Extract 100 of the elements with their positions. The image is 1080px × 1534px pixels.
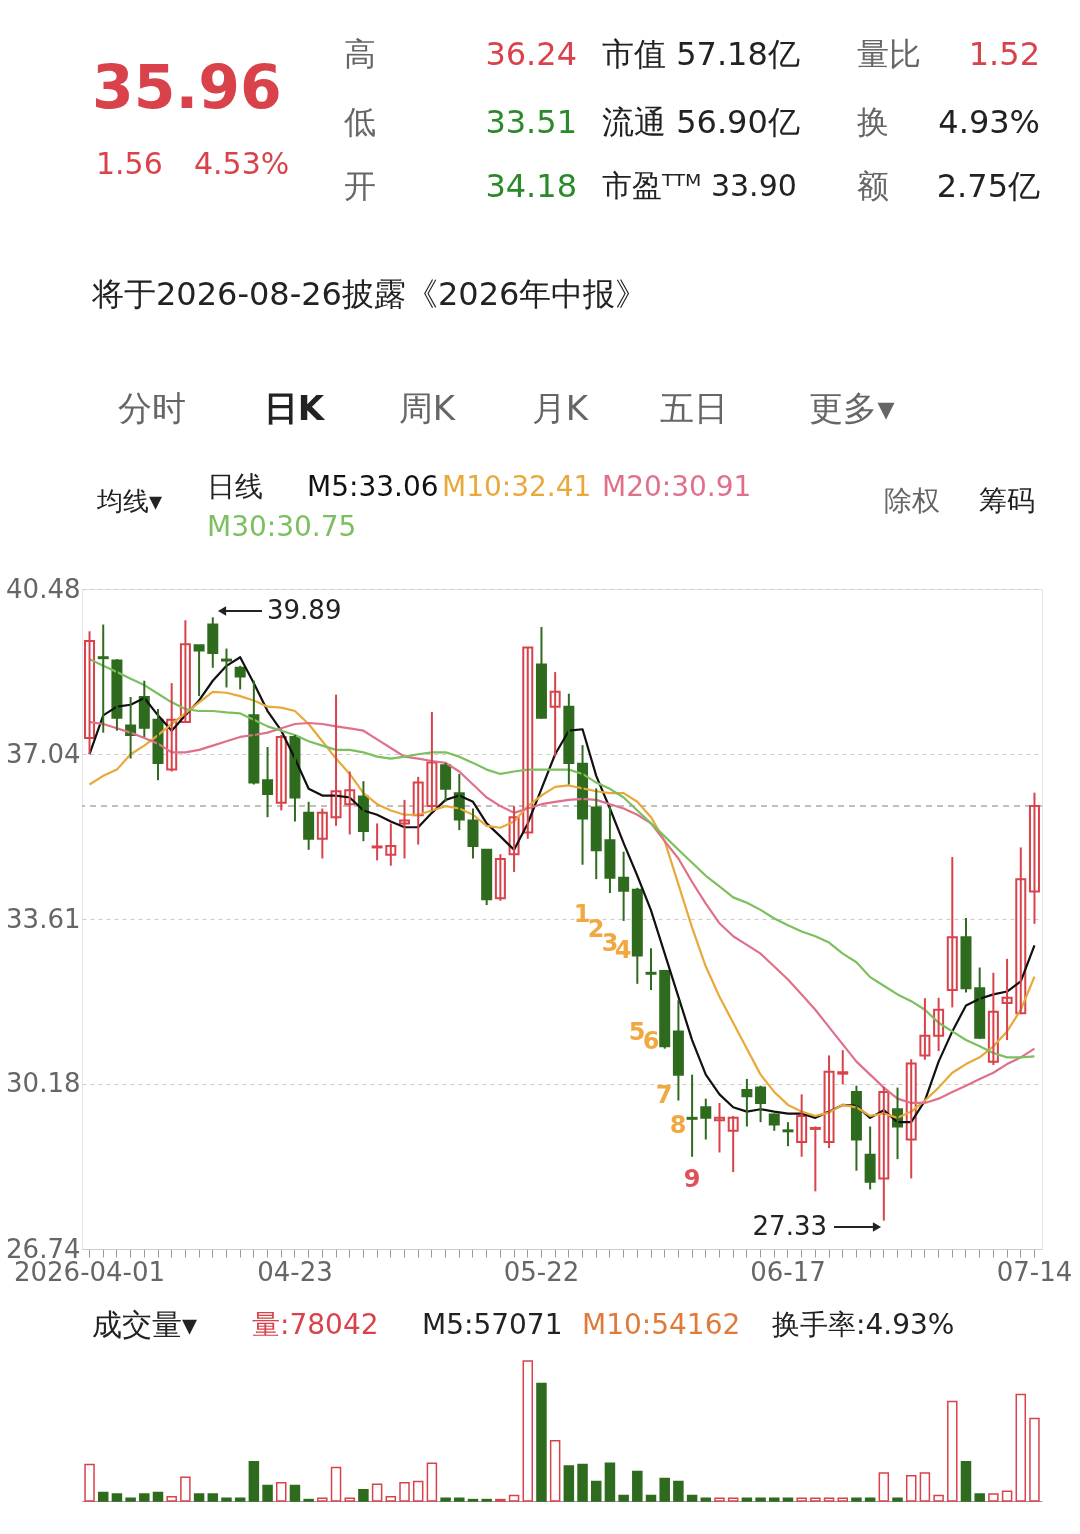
text: 市盈ᵀᵀᴹ 33.90 — [602, 168, 797, 203]
bar — [549, 1440, 561, 1502]
text: 4.93% — [938, 103, 1040, 141]
text: 35.96 — [92, 52, 282, 122]
bar — [344, 1497, 355, 1502]
bar — [714, 1497, 725, 1502]
bar — [97, 1491, 109, 1502]
bar — [960, 1461, 972, 1502]
bar — [988, 1493, 999, 1502]
bar — [851, 1497, 862, 1502]
text: 换手率:4.93% — [772, 1308, 955, 1341]
bar — [522, 1360, 534, 1502]
bar — [1029, 1417, 1040, 1502]
bar — [604, 1462, 616, 1502]
bar — [166, 1496, 177, 1502]
annotation: 39.89 — [267, 595, 342, 625]
bar — [508, 1494, 520, 1502]
chart-title: 日线 — [207, 470, 263, 503]
bar — [84, 1463, 95, 1502]
y-tick-label: 37.04 — [6, 738, 81, 769]
candlestick — [371, 822, 383, 862]
text: 1.52 — [968, 35, 1040, 73]
text: 月K — [531, 388, 590, 428]
bar — [440, 1497, 451, 1502]
bar — [796, 1497, 807, 1502]
text: 36.24 — [485, 35, 577, 73]
text: M20:30.91 — [602, 470, 752, 503]
bar — [289, 1484, 301, 1502]
bar — [810, 1497, 821, 1502]
text: M30:30.75 — [207, 510, 357, 543]
candlestick — [645, 947, 657, 992]
bar — [590, 1480, 602, 1502]
bar — [248, 1461, 260, 1502]
x-tick-label: 05-22 — [503, 1256, 580, 1287]
text: 开 — [344, 167, 376, 205]
bar — [864, 1497, 876, 1502]
bar — [645, 1494, 657, 1502]
bar — [837, 1497, 848, 1502]
bar — [262, 1484, 273, 1502]
bar — [700, 1497, 712, 1502]
x-tick-label: 06-17 — [750, 1256, 826, 1287]
bar — [892, 1497, 903, 1502]
bar — [741, 1497, 753, 1502]
text: 流通 56.90亿 — [602, 103, 800, 141]
candlestick — [686, 1073, 698, 1158]
text: 市值 57.18亿 — [602, 35, 800, 73]
bar — [412, 1480, 424, 1502]
bar — [947, 1400, 958, 1502]
text: 高 — [344, 35, 376, 73]
text: M5:57071 — [422, 1308, 563, 1341]
x-tick-label: 04-23 — [257, 1256, 333, 1287]
bar — [659, 1477, 670, 1502]
candlestick — [782, 1121, 794, 1148]
text: 低 — [344, 103, 376, 141]
bar — [933, 1494, 944, 1502]
text: 34.18 — [485, 167, 577, 205]
text: 2.75亿 — [936, 167, 1040, 205]
bar — [686, 1494, 698, 1502]
bar — [207, 1493, 219, 1502]
bar — [673, 1480, 684, 1502]
bar — [330, 1466, 342, 1502]
bar — [276, 1482, 287, 1502]
bar — [577, 1463, 588, 1502]
text: 1.56 — [96, 146, 163, 181]
bar — [454, 1497, 465, 1502]
candlestick — [837, 1049, 849, 1086]
bar — [919, 1472, 931, 1502]
bar — [399, 1482, 410, 1502]
text: 换 — [857, 103, 889, 141]
text: 额 — [857, 167, 889, 205]
annotation: 9 — [683, 1165, 701, 1193]
text: 4.53% — [194, 146, 290, 181]
text: 33.51 — [485, 103, 577, 141]
bar — [317, 1497, 328, 1502]
candlestick — [220, 647, 232, 689]
text: 将于2026-08-26披露《2026年中报》 — [91, 275, 648, 313]
candlestick — [809, 1125, 821, 1193]
bar — [152, 1491, 164, 1502]
x-tick-label: 07-14 — [996, 1256, 1073, 1287]
bar — [536, 1382, 547, 1502]
bar — [111, 1493, 123, 1502]
bar — [1015, 1393, 1027, 1502]
y-tick-label: 40.48 — [6, 573, 81, 604]
bar — [618, 1494, 629, 1502]
chart-title: 成交量▾ — [92, 1307, 198, 1342]
text: 日K — [263, 388, 326, 428]
bar — [823, 1497, 835, 1502]
text: 五日 — [660, 388, 728, 428]
bar — [358, 1489, 369, 1502]
bar — [426, 1462, 438, 1502]
bar — [782, 1497, 794, 1502]
text: 更多▾ — [809, 388, 895, 428]
annotation: 7 — [655, 1081, 673, 1109]
text: M5:33.06 — [307, 470, 439, 503]
text: 周K — [398, 388, 457, 428]
bar — [905, 1475, 917, 1502]
text: M10:32.41 — [442, 470, 592, 503]
bar — [769, 1497, 780, 1502]
bar — [727, 1497, 739, 1502]
bar — [221, 1497, 232, 1502]
